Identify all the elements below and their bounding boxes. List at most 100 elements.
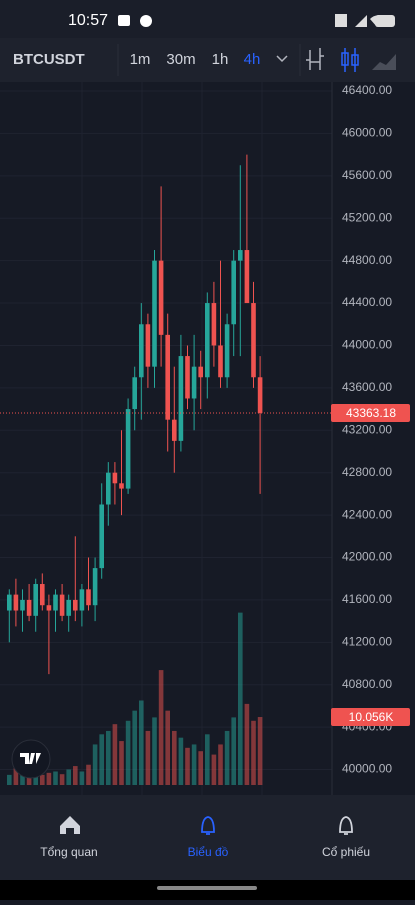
volume-bar [231, 717, 236, 785]
candle-body [231, 260, 236, 325]
volume-bar [152, 717, 157, 785]
home-icon[interactable] [60, 816, 80, 834]
volume-bar [66, 769, 71, 785]
candle-body [218, 345, 223, 378]
y-tick-label: 43200.00 [342, 422, 392, 436]
volume-bar [191, 744, 197, 785]
candle-body [244, 250, 250, 304]
toolbar [0, 38, 415, 82]
candle-body [92, 568, 98, 606]
candle-body [211, 303, 217, 346]
volume-bar [119, 741, 124, 785]
candle-body [73, 599, 78, 611]
interval[interactable]: 1h [212, 51, 229, 68]
y-tick-label: 45600.00 [342, 168, 392, 182]
gesture-handle [157, 886, 257, 890]
volume-bar [178, 737, 184, 785]
y-tick-label: 46000.00 [342, 126, 392, 140]
volume-bar [132, 710, 137, 785]
y-tick-label: 44800.00 [342, 253, 392, 267]
candle-body [205, 303, 210, 378]
candle-body [79, 589, 85, 611]
tv-logo-mark [20, 753, 41, 764]
area-icon[interactable] [372, 54, 396, 70]
candle-body [172, 419, 177, 441]
volume-bar [59, 774, 65, 785]
volume-bar [218, 744, 223, 785]
status-time: 10:57 [68, 12, 108, 29]
y-tick-label: 42400.00 [342, 507, 392, 521]
candle-body [185, 356, 190, 399]
candle-body [224, 324, 230, 378]
y-tick-label: 40000.00 [342, 762, 392, 776]
bar-chart-icon[interactable] [306, 48, 324, 70]
y-tick-label: 41600.00 [342, 592, 392, 606]
nav-items: Tổng quan Biểu đồ Cổ phiếu [40, 845, 370, 859]
interval[interactable]: 1m [130, 51, 151, 68]
volume-bar [79, 771, 85, 785]
volume-bar [145, 730, 151, 785]
volume-bar [257, 717, 263, 785]
y-tick-label: 40800.00 [342, 677, 392, 691]
candle-body [33, 584, 38, 616]
candle-body [178, 356, 184, 441]
nav-label[interactable]: Cổ phiếu [322, 845, 370, 859]
interval[interactable]: 4h [244, 51, 261, 68]
volume-bar [92, 744, 98, 785]
candle-body [119, 483, 124, 489]
volume-bar [205, 734, 210, 785]
candle-body [145, 324, 151, 367]
volume-bar [238, 612, 243, 785]
dropdown-icon[interactable] [276, 55, 288, 63]
battery-icon [375, 15, 395, 27]
candle-body [13, 594, 19, 611]
nav-label[interactable]: Tổng quan [40, 845, 97, 859]
candle-body [132, 377, 137, 410]
y-tick-label: 43600.00 [342, 380, 392, 394]
candle-body [191, 366, 197, 399]
last-volume-badge [331, 708, 410, 727]
status-bar [0, 0, 415, 38]
volume-bar [86, 764, 91, 785]
volume-bar [40, 774, 45, 785]
y-tick-label: 46400.00 [342, 83, 392, 97]
volume-bar [198, 751, 203, 785]
candle-icon[interactable] [344, 48, 356, 72]
volume-bar [139, 700, 144, 785]
interval[interactable]: 30m [166, 51, 195, 68]
nav-label[interactable]: Biểu đồ [188, 845, 229, 859]
volume-bar [46, 772, 52, 785]
candle-body [40, 584, 45, 606]
y-tick-label: 42800.00 [342, 465, 392, 479]
volume-bar [13, 768, 19, 785]
candle-icon [351, 54, 359, 66]
candle-body [66, 599, 71, 616]
volume-bar [172, 730, 177, 785]
candle-body [20, 599, 25, 611]
candle-body [125, 409, 131, 489]
volume-bar [7, 774, 12, 785]
candle-body [99, 504, 104, 569]
y-tick-label: 44000.00 [342, 338, 392, 352]
volume-bar [158, 670, 164, 785]
candle-body [7, 594, 12, 611]
bell-icon[interactable] [201, 816, 215, 835]
volume-bar [251, 720, 256, 785]
bell-icon[interactable] [339, 816, 353, 835]
last-price-badge [331, 403, 410, 422]
y-tick-label: 42000.00 [342, 550, 392, 564]
last-volume-label: 10.056K [349, 710, 394, 724]
volume-bar [106, 730, 111, 785]
symbol[interactable]: BTCUSDT [13, 51, 85, 68]
candle-body [165, 334, 170, 420]
volume-bar [73, 766, 78, 785]
candle-body [46, 605, 52, 611]
last-price-label: 43363.18 [346, 406, 396, 420]
candle-body [106, 472, 111, 505]
candle-body [152, 260, 157, 367]
y-tick-label: 45200.00 [342, 210, 392, 224]
candle-body [112, 472, 118, 484]
bottom-nav [0, 795, 415, 880]
